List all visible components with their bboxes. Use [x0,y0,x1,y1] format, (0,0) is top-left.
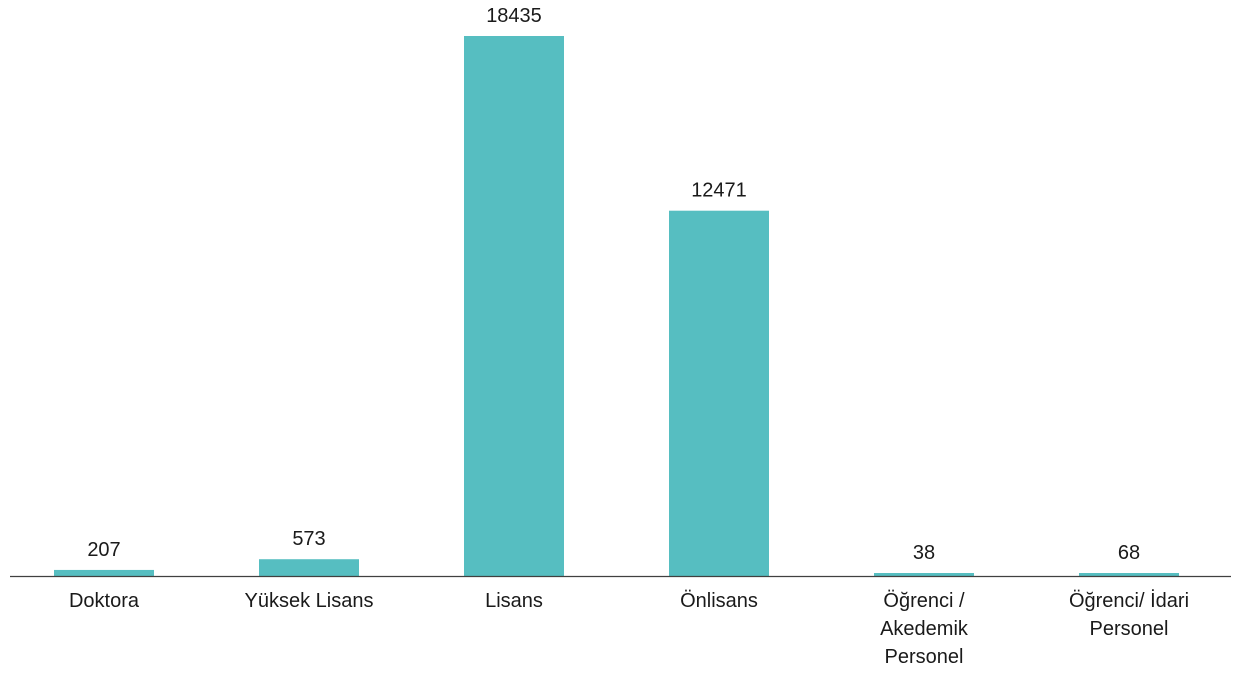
data-label-0: 207 [87,539,120,561]
category-label-5-line-1: Personel [1090,618,1169,640]
category-label-3: Önlisans [680,590,758,612]
bar-2 [464,36,564,576]
category-label-1: Yüksek Lisans [245,590,374,612]
bar-0 [54,569,154,576]
category-label-5: Öğrenci/ İdari Personel [1069,589,1189,640]
category-label-2-line-0: Lisans [485,590,543,612]
bar-1 [259,559,359,576]
category-label-4: Öğrenci / Akedemik Personel [880,590,969,668]
category-label-4-line-1: Akedemik [880,618,969,640]
data-label-5: 68 [1118,542,1140,564]
data-labels-layer: 207 573 18435 12471 38 68 [87,5,1140,564]
bar-3 [669,210,769,577]
category-label-1-line-0: Yüksek Lisans [245,590,374,612]
category-label-0-line-0: Doktora [69,590,140,612]
category-label-4-line-0: Öğrenci / [883,590,965,612]
category-label-0: Doktora [69,590,140,612]
data-label-3: 12471 [691,180,747,202]
bars-layer [54,36,1179,577]
bar-5 [1079,573,1179,576]
data-label-1: 573 [292,528,325,550]
data-label-2: 18435 [486,5,542,27]
category-label-5-line-0: Öğrenci/ İdari [1069,589,1189,612]
category-labels-layer: Doktora Yüksek Lisans Lisans Önlisans Öğrenc… [69,589,1189,668]
category-label-3-line-0: Önlisans [680,590,758,612]
bar-4 [874,573,974,576]
category-label-4-line-2: Personel [885,646,964,668]
category-label-2: Lisans [485,590,543,612]
data-label-4: 38 [913,542,935,564]
